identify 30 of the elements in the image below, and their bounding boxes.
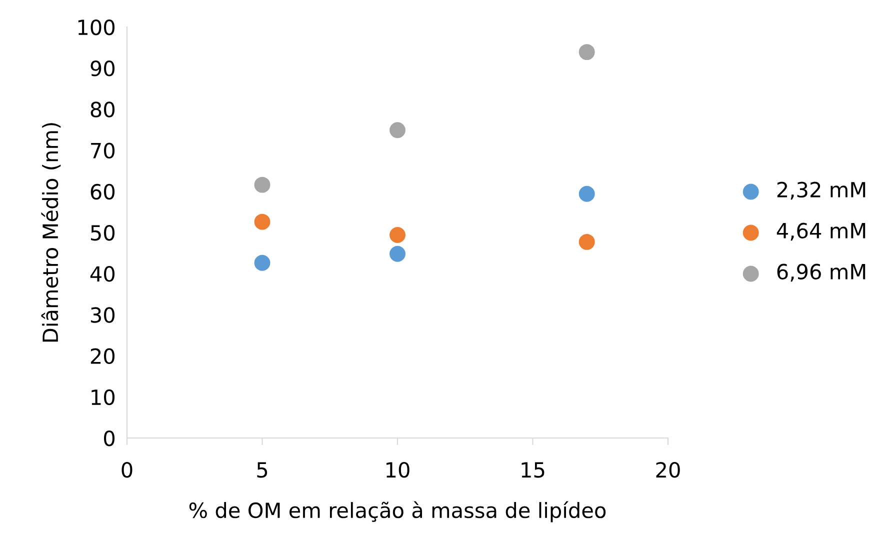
point	[390, 226, 406, 243]
x-axis-title: % de OM em relação à massa de lipídeo	[189, 501, 606, 522]
y-tick-label: 60	[90, 184, 115, 200]
point	[254, 214, 270, 230]
y-tick-label: 70	[91, 142, 115, 159]
x-tick-label: 20	[656, 462, 680, 478]
legend-label: 2,32 mM	[777, 182, 866, 200]
y-tick-label: 10	[92, 389, 115, 406]
point	[390, 122, 406, 138]
y-tick-label: 30	[90, 307, 115, 323]
y-tick-label: 90	[90, 60, 115, 76]
y-tick-label: 50	[90, 224, 115, 241]
y-tick-label: 100	[78, 19, 115, 36]
x-tick-label: 0	[122, 462, 132, 478]
legend-label: 4,64 mM	[776, 222, 866, 241]
y-axis-title: Diâmetro Médio (nm)	[41, 123, 61, 342]
x-tick-label: 5	[257, 462, 268, 478]
point	[578, 44, 595, 60]
point	[578, 234, 595, 250]
legend-label: 6,96 mM	[777, 264, 866, 282]
point	[254, 176, 270, 193]
y-tick-label: 80	[90, 102, 115, 118]
y-tick-label: 0	[104, 430, 115, 446]
point	[254, 254, 270, 271]
x-tick-label: 10	[386, 462, 410, 478]
x-tick-label: 15	[522, 462, 544, 478]
y-tick-label: 20	[90, 348, 115, 364]
point	[578, 186, 595, 202]
y-tick-label: 40	[90, 266, 115, 282]
point	[390, 246, 406, 262]
